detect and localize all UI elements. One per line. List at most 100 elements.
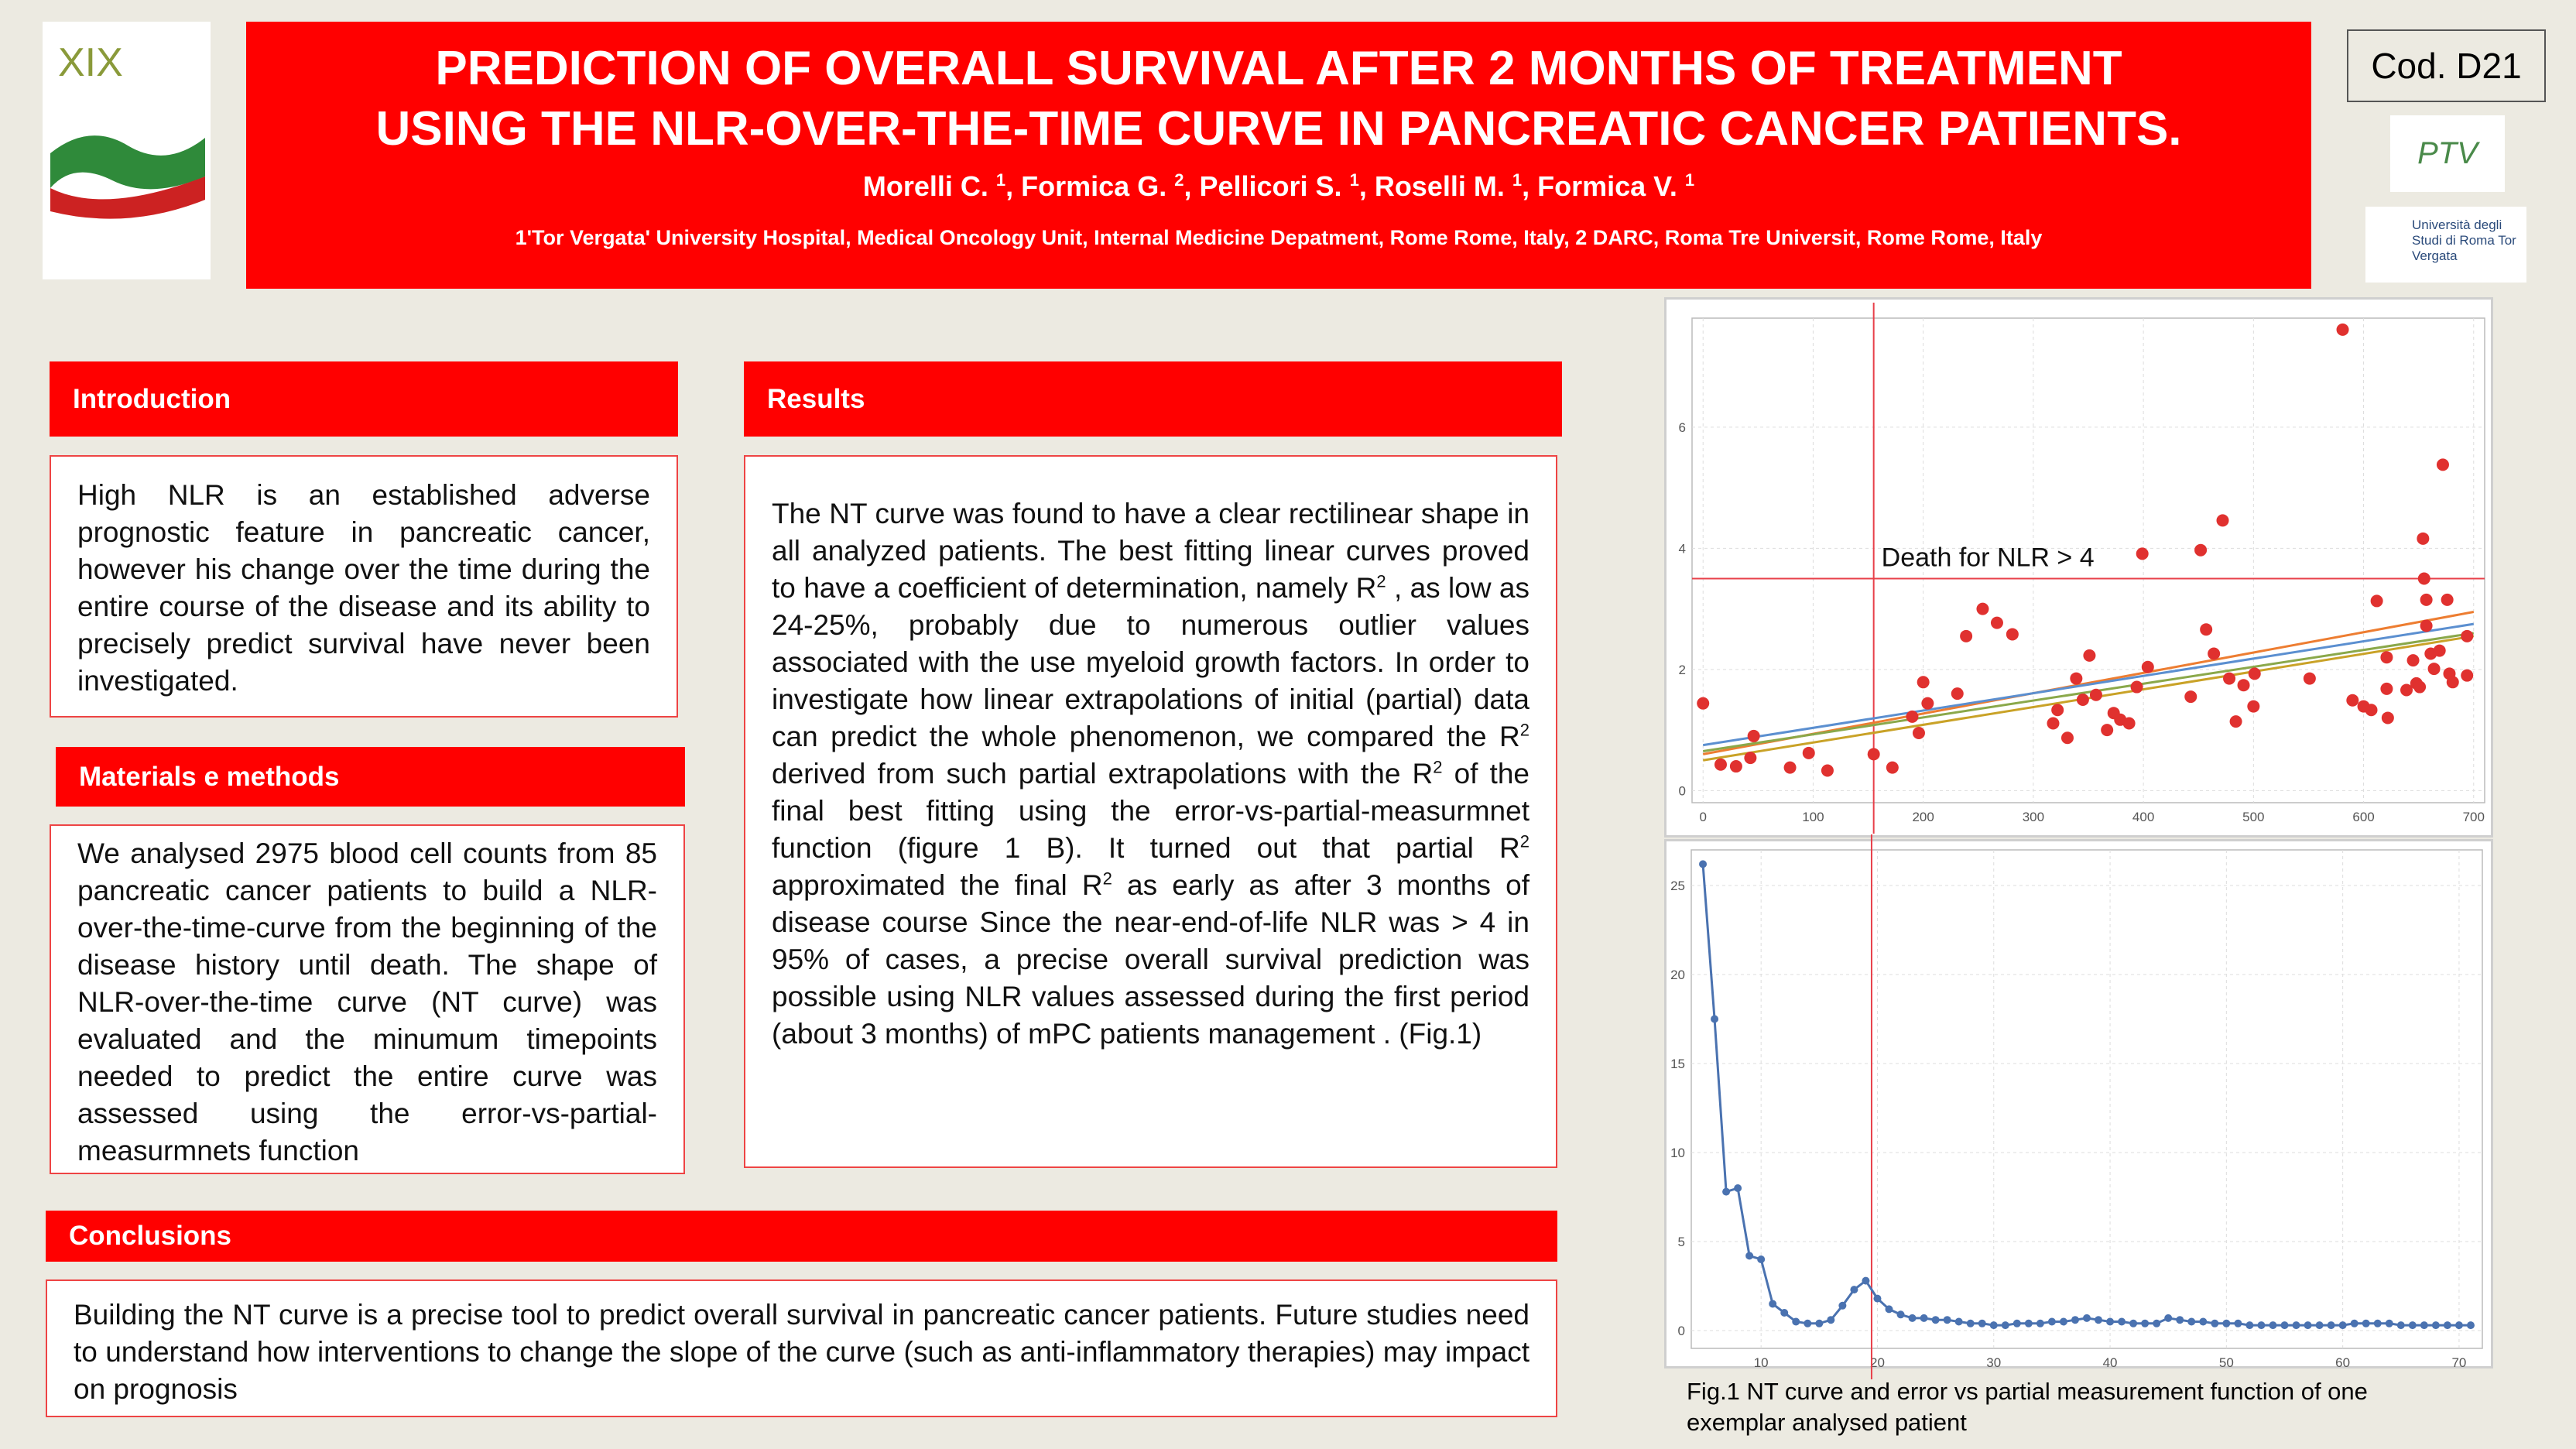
data-point	[2427, 663, 2441, 676]
title-banner: PREDICTION OF OVERALL SURVIVAL AFTER 2 M…	[246, 22, 2311, 289]
x-tick-label: 600	[2352, 810, 2374, 824]
y-tick-label: 5	[1678, 1235, 1685, 1249]
data-point	[2370, 594, 2383, 608]
logo-art: XIX	[50, 40, 205, 219]
data-point	[1920, 1314, 1928, 1322]
data-point	[2443, 1321, 2451, 1330]
text-run: , Pellicori S.	[1184, 170, 1350, 202]
data-point	[2071, 1316, 2079, 1324]
data-point	[2194, 543, 2208, 557]
data-point	[2446, 676, 2459, 689]
data-point	[1896, 1310, 1905, 1319]
data-point	[2089, 688, 2102, 701]
data-point	[2247, 700, 2260, 713]
text-run: , Formica G.	[1005, 170, 1175, 202]
data-point	[1802, 746, 1815, 759]
congress-logo: XIX	[43, 22, 211, 279]
data-point	[1917, 676, 1930, 689]
title-line: USING THE NLR-OVER-THE-TIME CURVE IN PAN…	[375, 102, 2182, 156]
text-run: The NT curve was found to have a clear r…	[772, 498, 1530, 604]
data-point	[2400, 683, 2413, 697]
data-point	[1908, 1314, 1917, 1322]
data-point	[2385, 1319, 2393, 1327]
y-tick-label: 20	[1670, 968, 1685, 982]
x-tick-label: 70	[2451, 1355, 2466, 1370]
data-point	[1769, 1300, 1777, 1308]
data-point	[1838, 1301, 1847, 1310]
data-point	[1867, 748, 1880, 761]
data-point	[1697, 697, 1710, 710]
x-tick-label: 700	[2463, 810, 2485, 824]
section-body: We analysed 2975 blood cell counts from …	[50, 824, 685, 1174]
data-point	[1912, 727, 1925, 740]
figure-panel	[1664, 839, 2493, 1368]
data-point	[2431, 1321, 2440, 1330]
data-point	[1792, 1317, 1800, 1326]
data-point	[2012, 1319, 2021, 1327]
x-tick-label: 500	[2242, 810, 2264, 824]
data-point	[2070, 672, 2083, 685]
data-point	[2454, 1321, 2463, 1330]
superscript: 1	[1349, 170, 1359, 190]
data-point	[2466, 1321, 2475, 1330]
y-tick-label: 0	[1679, 783, 1686, 798]
annotation: Death for NLR > 4	[1882, 543, 2095, 572]
data-point	[2164, 1314, 2173, 1322]
x-tick-label: 200	[1912, 810, 1934, 824]
data-point	[2373, 1319, 2382, 1327]
section-body: Building the NT curve is a precise tool …	[46, 1279, 1557, 1417]
data-point	[2083, 649, 2096, 662]
data-point	[2047, 717, 2060, 730]
data-point	[2222, 1319, 2231, 1327]
logo-text: XIX	[58, 40, 123, 85]
data-point	[2095, 1316, 2103, 1324]
text-run: , Formica V.	[1522, 170, 1685, 202]
x-tick-label: 60	[2335, 1355, 2350, 1370]
data-point	[2076, 693, 2089, 706]
data-point	[2153, 1319, 2161, 1327]
data-point	[2303, 672, 2316, 685]
plot-area	[1691, 317, 2485, 803]
authors: Morelli C. 1, Formica G. 2, Pellicori S.…	[246, 170, 2311, 203]
superscript: 1	[995, 170, 1006, 190]
data-point	[2229, 715, 2242, 728]
data-point	[2336, 323, 2349, 336]
data-point	[2461, 669, 2474, 682]
data-point	[2362, 1319, 2370, 1327]
data-point	[2036, 1319, 2044, 1327]
data-point	[2413, 680, 2427, 694]
data-point	[2129, 1319, 2138, 1327]
data-point	[2417, 572, 2430, 585]
superscript: 2	[1102, 868, 1112, 889]
data-point	[2141, 1319, 2150, 1327]
logo-shape	[50, 176, 205, 219]
data-point	[2280, 1321, 2289, 1330]
data-point	[2187, 1317, 2196, 1326]
data-point	[1966, 1319, 1975, 1327]
data-point	[2024, 1319, 2033, 1327]
fit-line	[1702, 622, 2475, 747]
text-run: , as low as 24-25%, probably due to nume…	[772, 572, 1530, 752]
data-point	[2408, 1321, 2417, 1330]
data-point	[1729, 760, 1742, 773]
data-point	[2083, 1314, 2091, 1322]
data-point	[2060, 731, 2074, 745]
data-point	[2346, 694, 2359, 707]
figure-panel	[1664, 297, 2493, 838]
data-point	[2327, 1321, 2335, 1330]
superscript: 1	[1512, 170, 1523, 190]
data-point	[2406, 654, 2420, 667]
figure-caption: Fig.1 NT curve and error vs partial meas…	[1687, 1378, 2368, 1436]
data-point	[2417, 532, 2430, 545]
text-run: We analysed 2975 blood cell counts from …	[77, 838, 657, 1166]
data-point	[1699, 860, 1708, 868]
section-heading: Conclusions	[46, 1211, 1557, 1262]
data-point	[2436, 458, 2449, 471]
data-point	[1960, 629, 1973, 642]
data-point	[1744, 752, 1757, 765]
data-point	[2184, 690, 2197, 704]
x-tick-label: 0	[1699, 810, 1706, 824]
superscript: 2	[1376, 571, 1386, 591]
x-tick-label: 100	[1802, 810, 1824, 824]
y-tick-label: 15	[1670, 1057, 1685, 1071]
